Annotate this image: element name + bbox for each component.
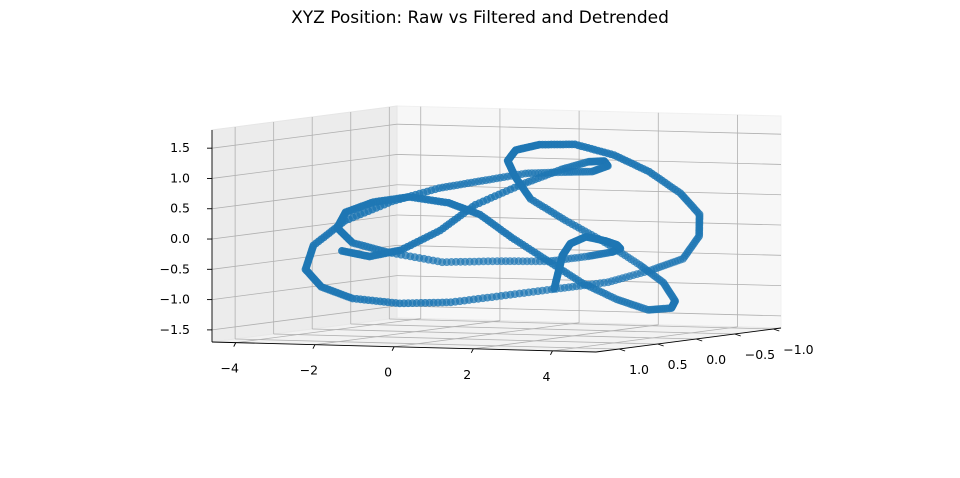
y-tick-mark [734, 333, 741, 337]
z-tick-label: 1.5 [170, 140, 190, 155]
z-grid-line-left [211, 305, 398, 331]
y-grid-line-floor [350, 323, 735, 335]
data-points [301, 140, 704, 314]
x-grid-line-floor [394, 322, 580, 348]
z-grid-line-left [211, 154, 398, 179]
x-tick-mark [470, 348, 474, 354]
z-grid-line-back [396, 244, 782, 256]
data-point [550, 285, 558, 293]
z-grid-line-back [396, 275, 782, 286]
z-tick-label: 1.0 [170, 170, 190, 185]
chart-title: XYZ Position: Raw vs Filtered and Detren… [291, 8, 669, 28]
y-tick-mark [618, 348, 626, 352]
z-grid-line-left [211, 275, 398, 300]
z-grid-line-left [211, 123, 398, 149]
x-tick-mark [233, 342, 237, 347]
left-pane [211, 105, 398, 343]
y-tick-label: 0.5 [668, 357, 688, 372]
z-tick-label: −0.5 [160, 261, 190, 276]
y-grid-line-floor [273, 333, 658, 345]
z-grid-line-back [396, 305, 782, 317]
x-tick-label: 2 [463, 367, 471, 382]
x-tick-mark [550, 350, 553, 356]
x-tick-mark [312, 344, 316, 349]
tick-labels: −4 −2 0 2 4 −1.0 −0.5 0.0 0.5 1.0 −1.5 −1.0 −0.5 0.0 0… [160, 140, 814, 384]
z-tick-label: −1.5 [160, 322, 190, 337]
x-tick-label: 4 [542, 369, 550, 384]
z-tick-label: −1.0 [160, 292, 190, 307]
x-grid-line-floor [552, 326, 738, 352]
y-axis-line [595, 327, 782, 353]
y-tick-mark [657, 343, 664, 347]
y-tick-label: −0.5 [745, 347, 775, 362]
z-grid-line-left [211, 184, 398, 210]
axis-lines [211, 130, 782, 353]
tick-marks [207, 147, 780, 356]
y-grid-line-floor [389, 318, 774, 330]
z-grid-line-left [211, 214, 398, 240]
z-tick-label: 0.5 [170, 201, 190, 216]
x-tick-label: 0 [384, 365, 392, 380]
x-axis-line [211, 341, 597, 353]
y-tick-label: −1.0 [783, 342, 813, 357]
x-grid-line-floor [473, 324, 659, 350]
y-tick-label: 0.0 [706, 352, 726, 367]
y-grid-line-floor [312, 328, 697, 340]
z-tick-label: 0.0 [170, 231, 190, 246]
z-grid-line-back [396, 123, 782, 135]
y-grid-line-floor [235, 338, 620, 350]
x-tick-label: −4 [221, 361, 239, 376]
y-tick-mark [696, 338, 703, 342]
x-grid-line-floor [235, 318, 421, 344]
y-tick-mark [773, 328, 780, 332]
x-grid-line-floor [314, 320, 500, 346]
x-tick-mark [391, 346, 395, 351]
x-tick-label: −2 [300, 363, 318, 378]
y-tick-label: 1.0 [629, 362, 649, 377]
